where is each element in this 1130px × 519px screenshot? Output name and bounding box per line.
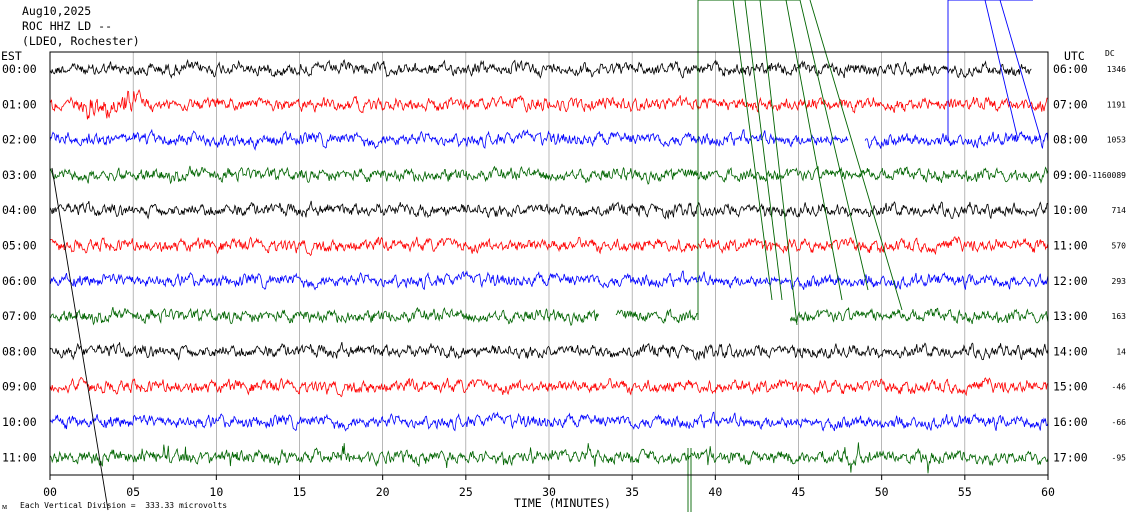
x-tick-label: 35 — [625, 485, 639, 499]
trace-0800 — [49, 341, 1049, 361]
x-tick-label: 45 — [792, 485, 806, 499]
trace-0200 — [49, 128, 1049, 151]
trace-0500 — [49, 236, 1049, 257]
utc-time-label: 14:00 — [1053, 344, 1088, 358]
utc-zone-label: UTC — [1064, 49, 1085, 63]
local-time-label: 00:00 — [2, 62, 37, 76]
x-tick-label: 55 — [958, 485, 972, 499]
local-time-labels: 00:00 01:00 02:00 03:00 04:00 05:00 06:00 07:00… — [2, 62, 37, 464]
local-time-label: 03:00 — [2, 168, 37, 182]
local-time-label: 10:00 — [2, 415, 37, 429]
trace-0600 — [49, 270, 1049, 291]
local-time-label: 09:00 — [2, 380, 37, 394]
x-tick-label: 25 — [459, 485, 473, 499]
x-tick-label: 05 — [126, 485, 140, 499]
x-tick-label: 15 — [293, 485, 307, 499]
local-time-label: 08:00 — [2, 344, 37, 358]
utc-time-label: 15:00 — [1053, 380, 1088, 394]
trace-0400 — [49, 200, 1048, 220]
trace-0900 — [49, 377, 1049, 398]
trace-0300 — [49, 165, 1049, 185]
dc-label: -46 — [1112, 383, 1127, 392]
dc-label: 1053 — [1107, 136, 1126, 145]
x-tick-labels: 00 05 10 15 20 25 30 35 40 45 50 55 60 — [43, 475, 1055, 499]
local-time-label: 06:00 — [2, 274, 37, 288]
dc-label: 1191 — [1107, 100, 1126, 109]
grid — [132, 52, 966, 475]
trace-1100 — [49, 442, 1049, 474]
x-tick-label: 10 — [209, 485, 223, 499]
utc-time-label: 10:00 — [1053, 203, 1088, 217]
x-tick-label: 30 — [542, 485, 556, 499]
x-tick-label: 20 — [376, 485, 390, 499]
trace-0700 — [49, 306, 1049, 327]
utc-time-label: 07:00 — [1053, 97, 1088, 111]
network-label: (LDEO, Rochester) — [22, 34, 140, 48]
dc-label: -95 — [1112, 453, 1127, 462]
utc-time-label: 08:00 — [1053, 133, 1088, 147]
local-time-label: 04:00 — [2, 203, 37, 217]
local-time-label: 01:00 — [2, 97, 37, 111]
overlay-lines — [51, 0, 1042, 512]
local-time-label: 02:00 — [2, 133, 37, 147]
dc-label: 1346 — [1107, 65, 1126, 74]
traces — [49, 58, 1049, 474]
dc-label: 570 — [1112, 242, 1127, 251]
utc-time-label: 06:00 — [1053, 62, 1088, 76]
x-tick-label: 60 — [1041, 485, 1055, 499]
dc-header-label: DC — [1105, 49, 1115, 58]
marker-line — [785, 0, 843, 301]
scale-note: Each Vertical Division = 333.33 microvol… — [20, 501, 228, 510]
marker-line — [732, 0, 773, 301]
dc-label: 163 — [1112, 312, 1127, 321]
x-axis-title: TIME (MINUTES) — [514, 496, 611, 510]
utc-time-label: 16:00 — [1053, 415, 1088, 429]
dc-label: 14 — [1116, 347, 1126, 356]
station-label: ROC HHZ LD -- — [22, 19, 113, 33]
marker-line — [799, 0, 869, 291]
utc-time-label: 09:00 — [1053, 168, 1088, 182]
corner-mark: ᴍ — [2, 502, 8, 511]
trace-1000 — [49, 411, 1049, 432]
local-time-label: 07:00 — [2, 309, 37, 323]
dc-label: -66 — [1112, 418, 1127, 427]
x-tick-label: 40 — [708, 485, 722, 499]
dc-label: 293 — [1112, 277, 1127, 286]
date-label: Aug10,2025 — [22, 4, 92, 18]
marker-line — [809, 0, 903, 311]
trace-0000 — [49, 58, 1032, 79]
marker-line — [759, 0, 798, 326]
utc-time-label: 17:00 — [1053, 450, 1088, 464]
local-time-label: 11:00 — [2, 450, 37, 464]
utc-time-label: 12:00 — [1053, 274, 1088, 288]
dc-offset-labels: 1346 1191 1053 -1160089 714 570 293 163 14 -46 -66… — [1087, 65, 1126, 462]
utc-time-labels: 06:00 07:00 08:00 09:00 10:00 11:00 12:00 13:00… — [1053, 62, 1088, 464]
x-tick-label: 50 — [875, 485, 889, 499]
trace-0100 — [49, 89, 1048, 120]
x-tick-label: 00 — [43, 485, 57, 499]
local-zone-label: EST — [1, 49, 22, 63]
dc-label: -1160089 — [1087, 171, 1126, 180]
marker-line — [999, 0, 1042, 141]
marker-line — [744, 0, 783, 301]
dc-label: 714 — [1112, 206, 1127, 215]
utc-time-label: 11:00 — [1053, 239, 1088, 253]
marker-line — [51, 167, 109, 511]
utc-time-label: 13:00 — [1053, 309, 1088, 323]
marker-line — [984, 0, 1019, 141]
local-time-label: 05:00 — [2, 239, 37, 253]
